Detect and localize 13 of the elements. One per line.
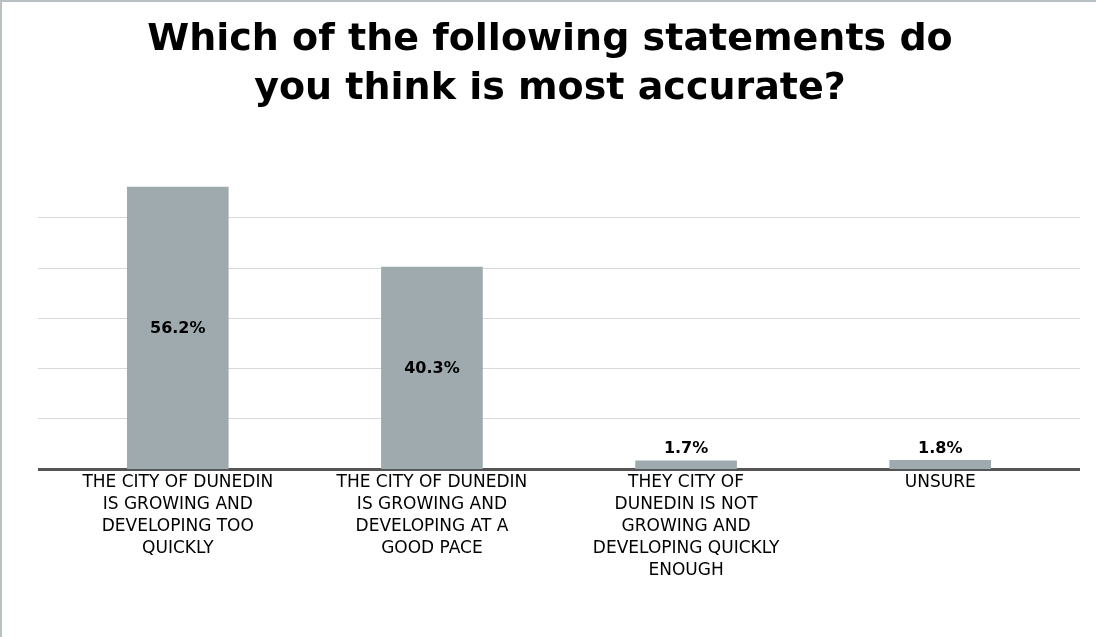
x-tick-label: THE CITY OF DUNEDIN IS GROWING AND DEVELOPING TOO QUICKLY	[81, 471, 274, 558]
bar	[381, 266, 483, 469]
bar	[126, 186, 229, 469]
x-tick-label: THEY CITY OF DUNEDIN IS NOT GROWING AND DEVELOPING QUICKLY ENOUGH	[592, 471, 780, 580]
data-label: 1.7%	[663, 438, 709, 458]
x-tick-label: THE CITY OF DUNEDIN IS GROWING AND DEVELOPING AT A GOOD PACE	[335, 471, 528, 558]
chart-title: Which of the following statements do you think is most accurate?	[147, 14, 953, 109]
bar	[635, 460, 737, 469]
x-tick-label: UNSURE	[904, 471, 976, 491]
data-label: 56.2%	[150, 318, 206, 338]
data-label: 1.8%	[918, 437, 963, 457]
bar	[889, 459, 992, 469]
data-label: 40.3%	[404, 358, 460, 378]
